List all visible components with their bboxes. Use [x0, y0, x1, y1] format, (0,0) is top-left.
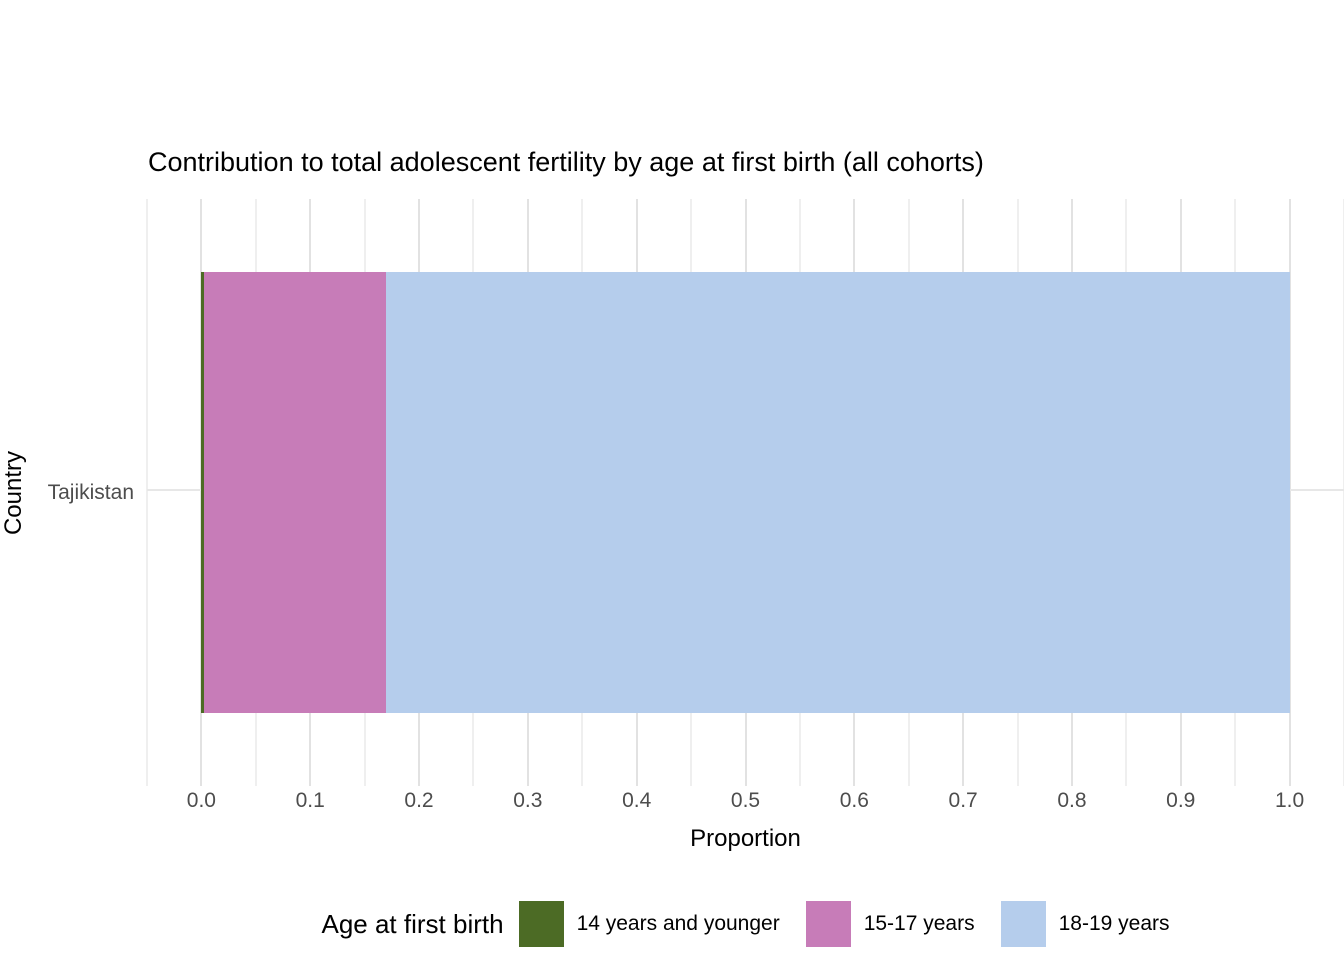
x-tick-label: 0.6	[839, 789, 869, 812]
x-tick-label: 0.7	[948, 789, 978, 812]
stacked-bar-tajikistan	[147, 272, 1344, 713]
x-tick-label: 0.3	[513, 789, 543, 812]
legend-swatch-14-years-and-younger	[518, 901, 564, 947]
x-tick-label: 0.9	[1166, 789, 1196, 812]
legend: Age at first birth 14 years and younger 1…	[147, 898, 1344, 950]
legend-item: 18-19 years	[1000, 901, 1170, 947]
x-axis-title: Proportion	[690, 825, 801, 852]
legend-title: Age at first birth	[321, 908, 504, 939]
x-tick-label: 0.1	[295, 789, 325, 812]
legend-label: 14 years and younger	[576, 912, 780, 935]
bar-segment-18-19-years	[386, 272, 1290, 713]
chart-title: Contribution to total adolescent fertili…	[148, 147, 984, 177]
x-tick-label: 0.8	[1057, 789, 1087, 812]
legend-item: 14 years and younger	[518, 901, 780, 947]
x-tick-label: 1.0	[1274, 789, 1305, 812]
legend-swatch-15-17-years	[805, 901, 851, 947]
plot-panel	[146, 199, 1344, 786]
x-gridline-major	[1288, 199, 1291, 786]
bar-segment-15-17-years	[203, 272, 387, 713]
legend-label: 18-19 years	[1058, 912, 1170, 935]
x-tick-label: 0.4	[622, 789, 652, 812]
x-tick-label: 0.2	[404, 789, 434, 812]
legend-swatch-18-19-years	[1000, 901, 1046, 947]
y-tick-label-tajikistan: Tajikistan	[47, 481, 134, 504]
bar-segment-14-years-and-younger	[201, 272, 204, 713]
legend-items-container: 14 years and younger 15-17 years 18-19 yea…	[518, 901, 1170, 947]
x-tick-label: 0.0	[186, 789, 216, 812]
x-gridline-minor	[146, 199, 148, 786]
x-tick-label: 0.5	[730, 789, 761, 812]
legend-item: 15-17 years	[805, 901, 975, 947]
legend-label: 15-17 years	[863, 912, 975, 935]
